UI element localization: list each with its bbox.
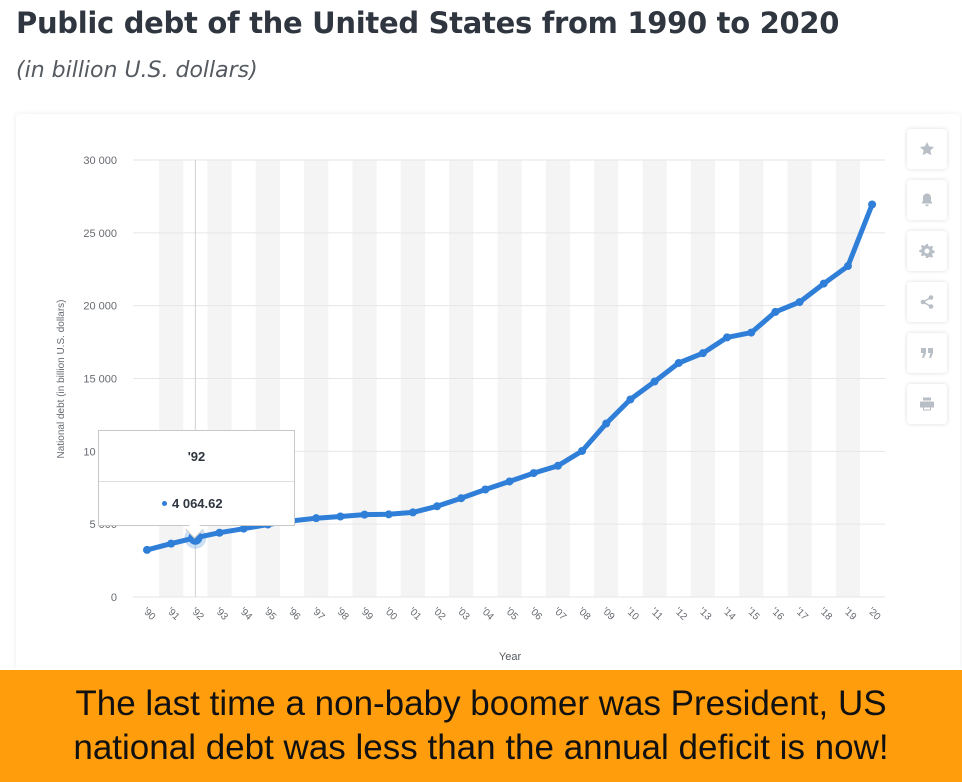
data-point[interactable] bbox=[602, 419, 611, 428]
x-tick-label: '18 bbox=[817, 606, 834, 623]
quote-icon bbox=[921, 348, 933, 358]
x-tick-label: '96 bbox=[285, 606, 302, 623]
x-tick-label: '14 bbox=[720, 606, 737, 623]
data-point[interactable] bbox=[553, 461, 562, 470]
x-tick-label: '01 bbox=[406, 606, 423, 623]
x-tick-label: '99 bbox=[358, 606, 375, 623]
x-axis-ticks: '90 '91 '92 '93 '94 '95 '96 '97 '98 '99 '00 '01 '02 '… bbox=[140, 606, 882, 623]
x-tick-label: '17 bbox=[793, 606, 810, 623]
data-point[interactable] bbox=[384, 510, 393, 519]
gear-icon bbox=[919, 244, 935, 258]
x-tick-label: '13 bbox=[696, 606, 713, 623]
x-tick-label: '09 bbox=[599, 606, 616, 623]
cite-button[interactable] bbox=[907, 333, 947, 373]
data-point[interactable] bbox=[505, 477, 514, 486]
y-tick-label: 20 000 bbox=[83, 301, 117, 313]
x-tick-label: '16 bbox=[769, 606, 786, 623]
x-tick-label: '95 bbox=[261, 606, 278, 623]
y-tick-label: 15 000 bbox=[83, 374, 117, 386]
data-point[interactable] bbox=[578, 446, 587, 455]
data-point[interactable] bbox=[529, 469, 538, 478]
chart-subtitle: (in billion U.S. dollars) bbox=[16, 58, 258, 83]
data-point[interactable] bbox=[819, 279, 828, 288]
x-tick-label: '12 bbox=[672, 606, 689, 623]
data-point[interactable] bbox=[239, 524, 248, 533]
data-point[interactable] bbox=[650, 377, 659, 386]
data-point[interactable] bbox=[167, 539, 176, 548]
x-tick-label: '03 bbox=[454, 606, 471, 623]
data-point[interactable] bbox=[481, 485, 490, 494]
data-point[interactable] bbox=[457, 494, 466, 503]
print-icon bbox=[920, 397, 934, 411]
y-tick-label: 30 000 bbox=[83, 155, 117, 167]
share-button[interactable] bbox=[907, 282, 947, 322]
x-tick-label: '05 bbox=[503, 606, 520, 623]
data-point[interactable] bbox=[698, 349, 707, 358]
data-point[interactable] bbox=[360, 510, 369, 519]
y-tick-label: 0 bbox=[111, 592, 117, 604]
x-tick-label: '94 bbox=[237, 606, 254, 623]
data-point[interactable] bbox=[336, 512, 345, 521]
y-tick-label: 25 000 bbox=[83, 228, 117, 240]
x-tick-label: '98 bbox=[334, 606, 351, 623]
star-icon bbox=[920, 142, 934, 156]
x-tick-label: '92 bbox=[189, 606, 206, 623]
data-point[interactable] bbox=[626, 395, 635, 404]
chart-title: Public debt of the United States from 19… bbox=[16, 6, 840, 40]
data-point[interactable] bbox=[674, 358, 683, 367]
tooltip-series-dot bbox=[162, 501, 167, 506]
tooltip-value: 4 064.62 bbox=[172, 496, 223, 511]
notification-button[interactable] bbox=[907, 180, 947, 220]
x-tick-label: '07 bbox=[551, 606, 568, 623]
settings-button[interactable] bbox=[907, 231, 947, 271]
x-tick-label: '00 bbox=[382, 606, 399, 623]
data-point[interactable] bbox=[408, 508, 417, 517]
x-tick-label: '20 bbox=[865, 606, 882, 623]
data-point[interactable] bbox=[868, 200, 877, 209]
data-point[interactable] bbox=[747, 328, 756, 337]
data-point[interactable] bbox=[771, 307, 780, 316]
x-axis-label: Year bbox=[499, 651, 522, 663]
x-tick-label: '97 bbox=[309, 606, 326, 623]
share-icon bbox=[920, 295, 934, 309]
favorite-button[interactable] bbox=[907, 129, 947, 169]
data-point[interactable] bbox=[843, 262, 852, 271]
caption-banner: The last time a non-baby boomer was Pres… bbox=[0, 670, 962, 782]
tooltip-value-row: 4 064.62 bbox=[99, 482, 294, 525]
bell-icon bbox=[921, 193, 933, 207]
y-axis-label: National debt (in billion U.S. dollars) bbox=[56, 300, 67, 459]
x-tick-label: '91 bbox=[164, 606, 181, 623]
x-tick-label: '06 bbox=[527, 606, 544, 623]
caption-text: The last time a non-baby boomer was Pres… bbox=[73, 684, 889, 767]
x-tick-label: '08 bbox=[575, 606, 592, 623]
data-point[interactable] bbox=[312, 514, 321, 523]
tooltip-label: '92 bbox=[99, 431, 294, 482]
data-point[interactable] bbox=[795, 298, 804, 307]
x-tick-label: '10 bbox=[624, 606, 641, 623]
x-tick-label: '04 bbox=[479, 606, 496, 623]
x-tick-label: '90 bbox=[140, 606, 157, 623]
data-point[interactable] bbox=[143, 545, 151, 554]
x-tick-label: '15 bbox=[745, 606, 762, 623]
x-tick-label: '11 bbox=[648, 606, 665, 623]
data-tooltip: '92 4 064.62 bbox=[98, 430, 295, 526]
chart-toolbar bbox=[907, 129, 947, 424]
x-tick-label: '02 bbox=[430, 606, 447, 623]
print-button[interactable] bbox=[907, 384, 947, 424]
data-point[interactable] bbox=[723, 333, 732, 342]
x-tick-label: '19 bbox=[841, 606, 858, 623]
x-tick-label: '93 bbox=[213, 606, 230, 623]
data-point[interactable] bbox=[215, 528, 224, 537]
data-point[interactable] bbox=[433, 502, 442, 511]
